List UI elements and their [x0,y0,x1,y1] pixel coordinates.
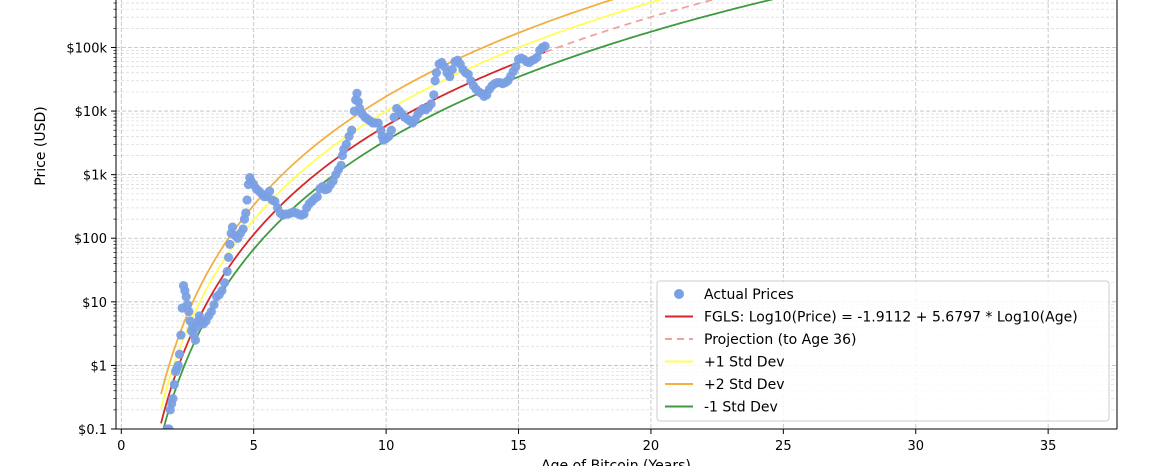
y-tick-label: $0.1 [78,423,107,438]
legend-label: Actual Prices [704,287,794,303]
x-tick-label: 0 [117,439,125,454]
scatter-point [173,360,183,371]
y-axis-ticks: $0.1 $1 $10 $100 $1k $10k $100k [66,2,116,438]
legend: Actual Prices FGLS: Log10(Price) = -1.911… [656,280,1110,422]
scatter-point [431,68,442,78]
scatter-point [227,222,238,232]
x-tick-label: 25 [775,439,792,454]
scatter-point [209,300,219,310]
y-tick-label: $10k [75,105,108,120]
legend-label: +2 Std Dev [704,377,784,393]
scatter-point [426,99,436,109]
scatter-point [341,139,351,149]
scatter-point [312,192,322,202]
fit-line [162,0,774,429]
scatter-point [429,90,439,100]
scatter-point [181,292,191,302]
scatter-point [447,64,457,75]
legend-label: Projection (to Age 36) [704,332,856,348]
scatter-point [174,349,185,359]
scatter-point [264,186,275,196]
scatter-point [162,434,171,443]
legend-marker [674,289,684,299]
x-tick-label: 30 [907,439,924,454]
fit-line [160,0,663,409]
scatter-point [511,62,521,72]
scatter-points [162,41,550,443]
legend-label: -1 Std Dev [704,400,778,416]
scatter-point [430,76,440,86]
y-tick-label: $100k [66,41,107,56]
x-tick-label: 15 [510,439,527,454]
scatter-point [222,266,232,277]
scatter-point [373,118,383,128]
scatter-point [532,52,542,62]
scatter-point [190,335,201,345]
scatter-point [182,300,193,310]
y-axis-label: Price (USD) [33,106,49,185]
y-tick-label: $1 [90,359,107,374]
scatter-point [352,88,362,98]
scatter-point [238,224,248,234]
scatter-point [217,286,227,296]
minor-gridlines [116,2,1117,411]
scatter-point [164,424,174,429]
scatter-point [540,41,550,51]
scatter-point [347,125,357,135]
y-tick-label: $10 [82,296,107,311]
y-tick-label: $100 [74,232,107,247]
scatter-point [225,239,235,249]
x-tick-label: 35 [1040,439,1057,454]
x-axis-ticks: 0 5 10 15 20 25 30 35 [117,429,1056,454]
scatter-point [219,278,230,288]
scatter-point [242,195,252,205]
x-tick-label: 5 [250,439,258,454]
x-axis-label: Age of Bitcoin (Years) [541,458,691,466]
legend-label: FGLS: Log10(Price) = -1.9112 + 5.6797 * … [704,310,1078,326]
scatter-point [241,208,251,218]
scatter-point [168,394,178,404]
scatter-point [445,71,455,82]
y-tick-label: $1k [83,169,108,184]
legend-label: +1 Std Dev [704,355,784,371]
legend-box [656,280,1110,422]
x-tick-label: 20 [643,439,660,454]
scatter-point [223,252,234,262]
scatter-point [389,112,399,122]
fit-line [160,0,615,395]
scatter-point [184,307,194,317]
scatter-point [336,160,346,170]
x-tick-label: 10 [378,439,395,454]
plot-frame [115,0,1118,430]
scatter-point [386,125,397,135]
scatter-point [206,307,216,317]
scatter-point [169,379,179,390]
scatter-point [176,330,186,340]
